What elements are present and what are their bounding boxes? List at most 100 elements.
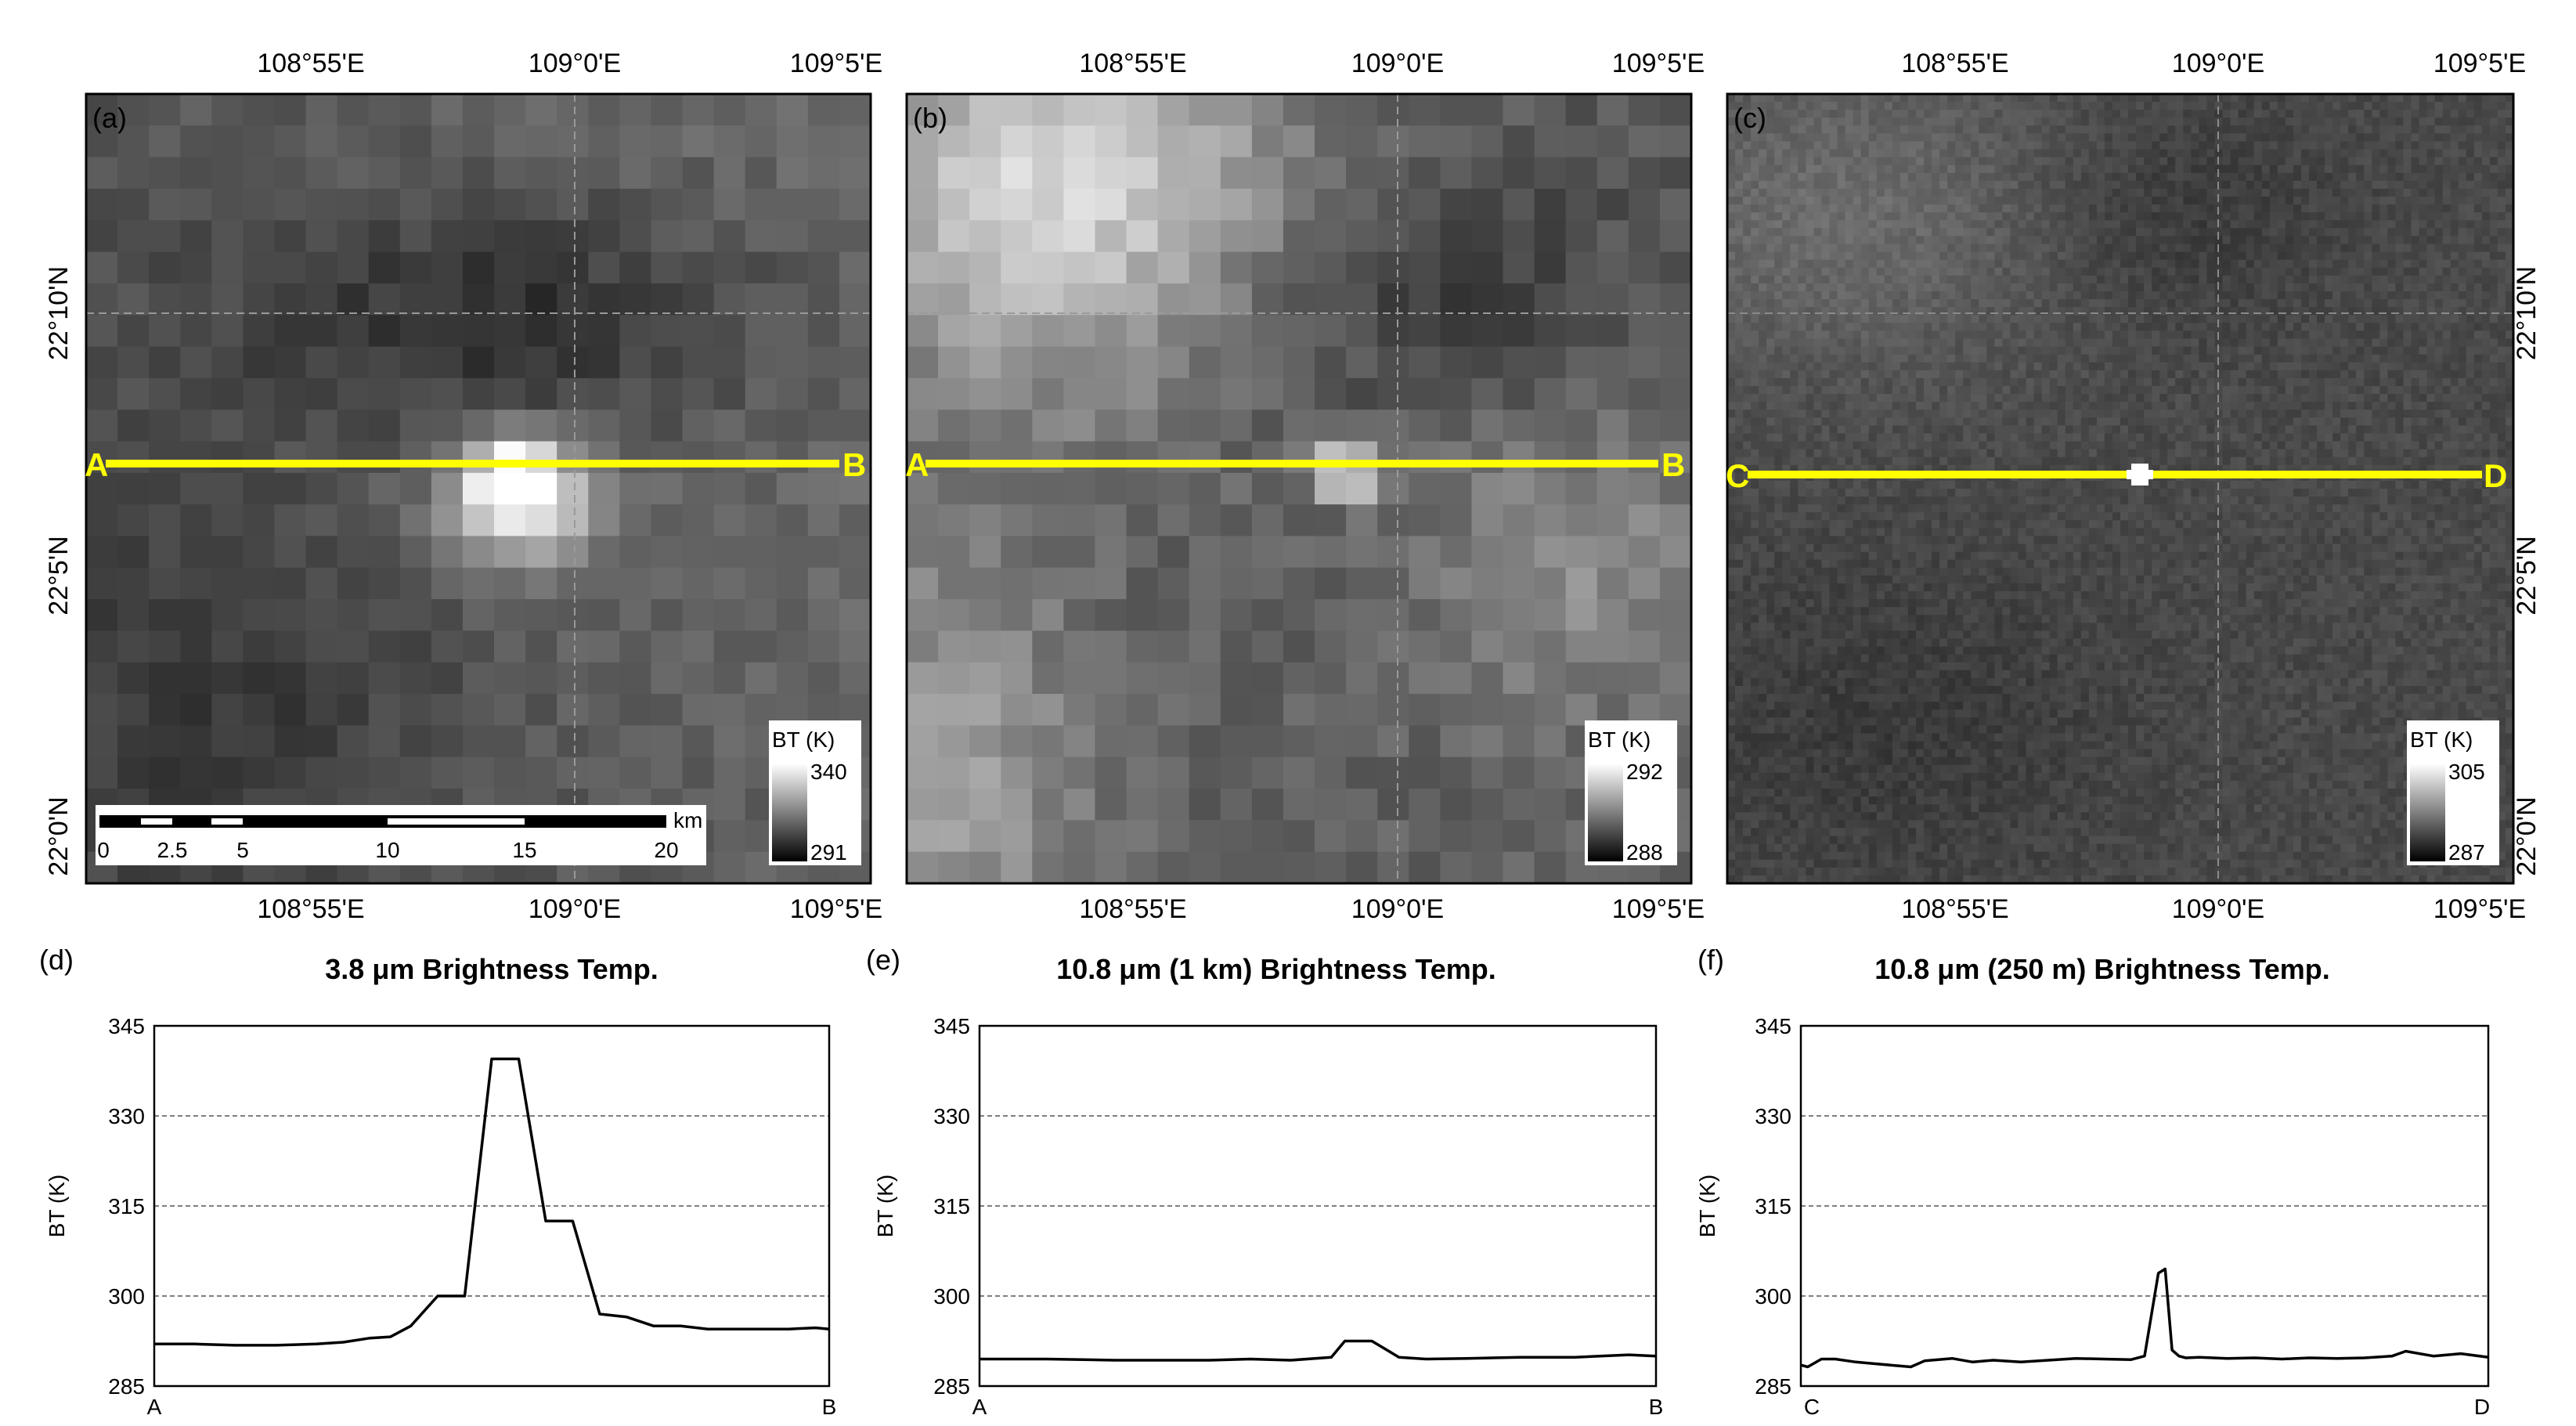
map-pixel — [2120, 267, 2129, 276]
map-pixel — [2364, 125, 2372, 134]
map-pixel — [1860, 267, 1870, 276]
map-pixel — [2466, 117, 2475, 126]
map-pixel — [1063, 536, 1096, 569]
map-pixel — [1063, 756, 1096, 789]
map-pixel — [1979, 141, 1987, 150]
map-pixel — [2144, 291, 2152, 300]
map-pixel — [525, 725, 557, 758]
map-pixel — [1892, 117, 1901, 126]
map-pixel — [1346, 188, 1378, 221]
map-pixel — [2191, 251, 2199, 261]
map-pixel — [938, 220, 970, 253]
map-pixel — [1924, 220, 1932, 229]
map-pixel — [2419, 188, 2428, 197]
map-pixel — [1751, 330, 1759, 340]
map-pixel — [1979, 354, 1987, 363]
map-pixel — [1220, 410, 1253, 442]
map-pixel — [1900, 338, 1909, 348]
map-pixel — [494, 377, 526, 410]
map-pixel — [525, 251, 557, 284]
map-pixel — [2152, 102, 2160, 110]
map-pixel — [1900, 236, 1909, 245]
map-pixel — [1743, 236, 1752, 245]
map-pixel — [1440, 251, 1473, 284]
map-pixel — [2387, 204, 2396, 213]
map-pixel — [1892, 149, 1901, 158]
map-pixel — [1979, 164, 1987, 174]
map-pixel — [1963, 188, 1972, 197]
map-pixel — [1283, 94, 1315, 126]
map-pixel — [462, 694, 495, 726]
map-pixel — [776, 472, 809, 505]
map-pixel — [1659, 157, 1692, 190]
map-pixel — [2372, 172, 2380, 182]
map-pixel — [1876, 283, 1885, 292]
map-pixel — [2002, 180, 2011, 190]
map-pixel — [1283, 410, 1315, 442]
map-pixel — [2167, 370, 2176, 379]
map-pixel — [2300, 204, 2310, 213]
map-pixel — [588, 220, 620, 253]
map-pixel — [2238, 94, 2247, 103]
map-pixel — [619, 346, 652, 379]
map-pixel — [2458, 197, 2467, 205]
map-pixel — [2340, 236, 2349, 245]
map-pixel — [2426, 102, 2436, 110]
map-pixel — [2120, 204, 2129, 213]
map-pixel — [2159, 197, 2168, 205]
map-pixel — [1829, 354, 1838, 363]
map-pixel — [2411, 197, 2420, 205]
map-pixel — [1907, 180, 1917, 190]
map-pixel — [2411, 315, 2420, 323]
map-pixel — [1892, 197, 1901, 205]
map-pixel — [1821, 220, 1831, 229]
map-pixel — [969, 283, 1001, 316]
map-pixel — [588, 188, 620, 221]
map-pixel — [2285, 110, 2294, 118]
map-pixel — [2379, 275, 2388, 284]
map-pixel — [1774, 125, 1783, 134]
map-pixel — [969, 851, 1001, 884]
map-pixel — [494, 567, 526, 600]
map-pixel — [1565, 157, 1598, 190]
map-pixel — [2206, 323, 2216, 331]
map-pixel — [2497, 251, 2506, 261]
map-pixel — [713, 599, 746, 632]
map-pixel — [2308, 110, 2318, 118]
map-pixel — [2317, 188, 2325, 197]
map-pixel — [2466, 346, 2475, 356]
map-pixel — [2489, 102, 2498, 110]
map-pixel — [1837, 149, 1846, 158]
map-pixel — [2317, 307, 2325, 316]
map-pixel — [2269, 172, 2278, 182]
map-pixel — [1845, 188, 1854, 197]
map-pixel — [1798, 94, 1806, 103]
map-pixel — [2080, 157, 2090, 166]
map-pixel — [2010, 141, 2019, 150]
map-pixel — [2348, 291, 2357, 300]
map-pixel — [2088, 110, 2098, 118]
map-pixel — [2426, 283, 2436, 292]
map-pixel — [2505, 307, 2514, 316]
map-pixel — [2175, 220, 2184, 229]
map-pixel — [2167, 267, 2176, 276]
map-pixel — [2065, 259, 2074, 269]
map-pixel — [1790, 275, 1799, 284]
map-pixel — [1907, 141, 1917, 150]
map-pixel — [1774, 110, 1783, 118]
map-pixel — [1440, 283, 1473, 316]
map-pixel — [2325, 283, 2333, 292]
map-pixel — [2246, 323, 2255, 331]
map-pixel — [1759, 157, 1767, 166]
map-pixel — [1837, 244, 1846, 253]
map-pixel — [1471, 472, 1504, 505]
map-pixel — [1853, 377, 1862, 387]
map-pixel — [2246, 102, 2255, 110]
map-pixel — [2426, 149, 2436, 158]
map-pixel — [243, 315, 276, 348]
lon-tick-top: 108°55'E — [257, 49, 364, 78]
map-pixel — [1774, 362, 1783, 371]
map-pixel — [2372, 244, 2380, 253]
map-pixel — [1189, 725, 1221, 758]
map-pixel — [1790, 377, 1799, 387]
